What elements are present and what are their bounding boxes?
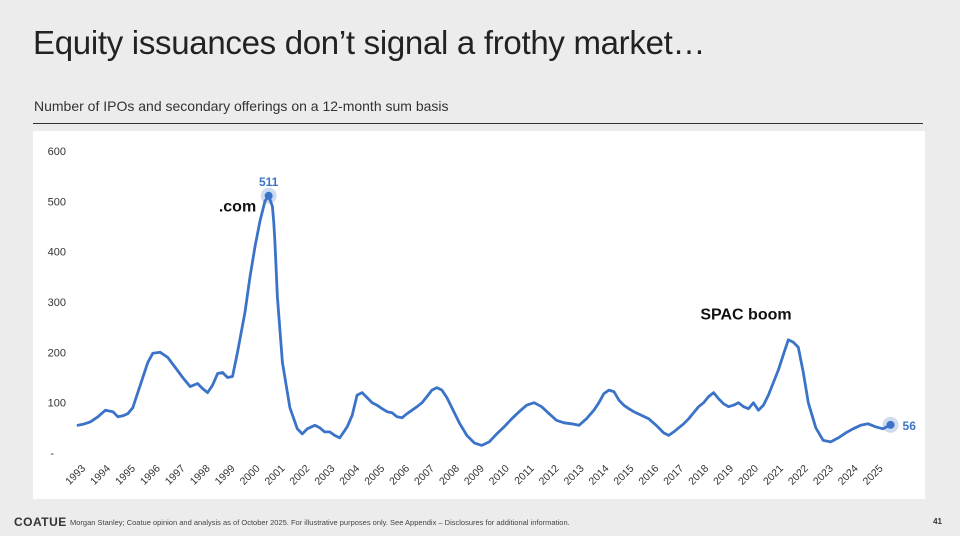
footer-source-note: Morgan Stanley; Coatue opinion and analy… xyxy=(70,518,570,527)
x-tick-label: 2008 xyxy=(437,463,462,488)
x-tick-label: 2016 xyxy=(636,463,661,488)
chart-subtitle: Number of IPOs and secondary offerings o… xyxy=(34,98,449,114)
x-tick-label: 2006 xyxy=(387,463,412,488)
x-tick-label: 1993 xyxy=(63,463,88,488)
chart-annotation: SPAC boom xyxy=(700,307,791,324)
x-tick-label: 2014 xyxy=(587,463,612,488)
x-tick-label: 2002 xyxy=(287,463,312,488)
x-tick-label: 2010 xyxy=(487,463,512,488)
y-tick-label: - xyxy=(50,448,54,460)
x-tick-label: 2005 xyxy=(362,463,387,488)
x-tick-label: 1998 xyxy=(188,463,213,488)
x-tick-label: 2021 xyxy=(761,463,786,488)
x-tick-label: 2007 xyxy=(412,463,437,488)
x-tick-label: 2011 xyxy=(512,463,537,488)
x-tick-label: 2019 xyxy=(711,463,736,488)
x-tick-label: 1994 xyxy=(88,463,113,488)
page-number: 41 xyxy=(933,517,942,526)
x-tick-label: 2015 xyxy=(611,463,636,488)
series-line xyxy=(76,194,892,447)
x-tick-label: 2024 xyxy=(836,463,861,488)
y-tick-label: 300 xyxy=(48,297,66,309)
data-point xyxy=(264,191,273,200)
x-tick-label: 2013 xyxy=(562,463,587,488)
y-tick-label: 200 xyxy=(48,347,66,359)
x-tick-label: 2009 xyxy=(462,463,487,488)
x-tick-label: 2000 xyxy=(238,463,263,488)
x-tick-label: 1997 xyxy=(163,463,188,488)
x-tick-label: 2012 xyxy=(537,463,562,488)
x-tick-label: 2017 xyxy=(661,463,686,488)
chart-annotation: .com xyxy=(219,198,256,215)
x-tick-label: 2023 xyxy=(811,463,836,488)
data-label: 511 xyxy=(259,175,279,189)
y-tick-label: 400 xyxy=(48,247,66,259)
x-tick-label: 2025 xyxy=(861,463,886,488)
x-tick-label: 1999 xyxy=(213,463,238,488)
coatue-logo: COATUE xyxy=(14,515,67,529)
x-tick-label: 2004 xyxy=(337,463,362,488)
x-tick-label: 1996 xyxy=(138,463,163,488)
x-tick-label: 2018 xyxy=(686,463,711,488)
data-label: 56 xyxy=(903,419,917,433)
x-tick-label: 2022 xyxy=(786,463,811,488)
x-tick-label: 2001 xyxy=(263,463,288,488)
slide-title: Equity issuances don’t signal a frothy m… xyxy=(33,24,706,61)
data-point xyxy=(886,420,895,429)
y-tick-label: 600 xyxy=(48,146,66,158)
header-divider xyxy=(33,123,923,124)
chart-panel: 600 500 400 300 200 100-1993 1994 1995 1996 1997 1… xyxy=(33,131,925,499)
x-tick-label: 2003 xyxy=(312,463,337,488)
x-tick-label: 1995 xyxy=(113,463,138,488)
y-tick-label: 500 xyxy=(48,196,66,208)
x-tick-label: 2020 xyxy=(736,463,761,488)
y-tick-label: 100 xyxy=(48,398,66,410)
